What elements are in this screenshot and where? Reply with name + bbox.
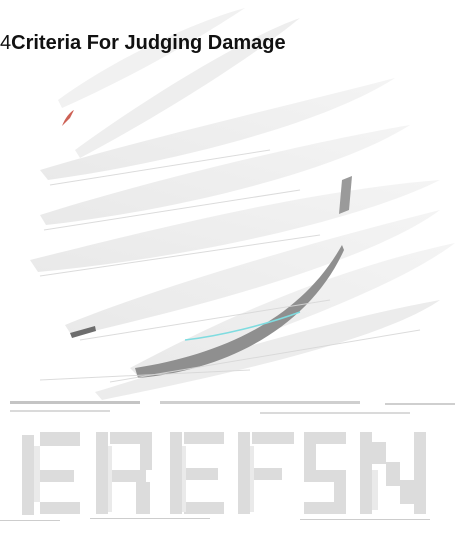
section-number: 4 (0, 32, 12, 54)
section-heading: 4Criteria For Judging Damage (0, 31, 286, 55)
section-title: Criteria For Judging Damage (11, 32, 286, 54)
